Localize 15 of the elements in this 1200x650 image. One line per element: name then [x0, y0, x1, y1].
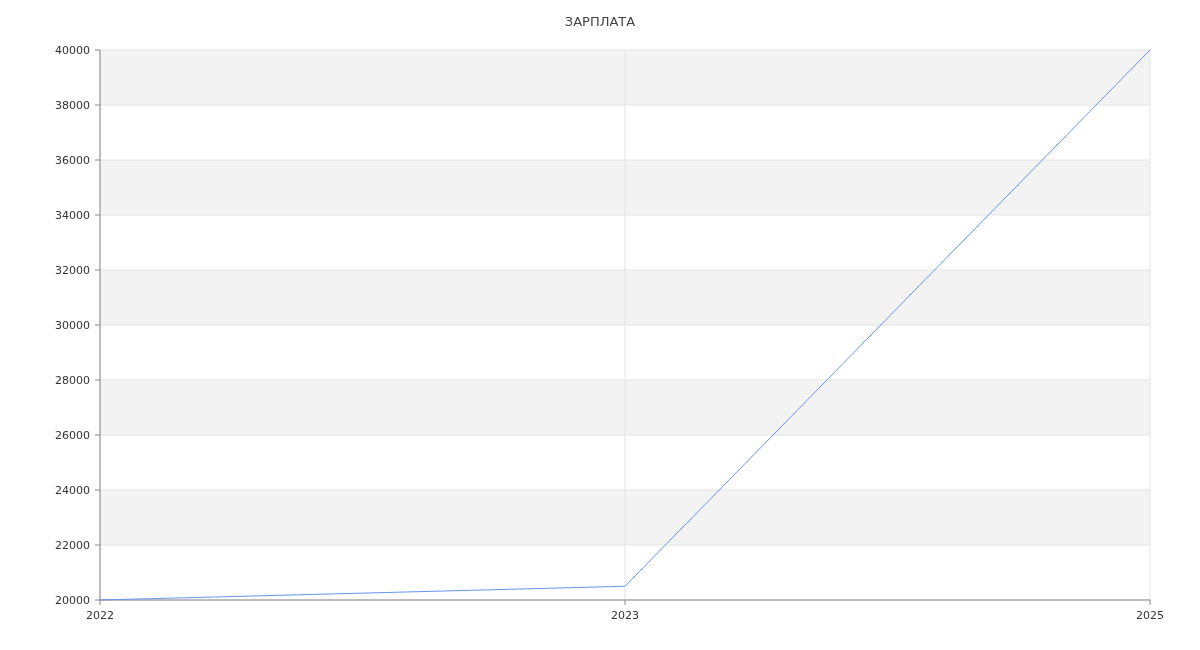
y-tick-label: 20000 [55, 593, 90, 607]
y-tick-label: 40000 [55, 43, 90, 57]
y-tick-label: 32000 [55, 263, 90, 277]
y-tick-label: 30000 [55, 318, 90, 332]
y-tick-label: 26000 [55, 428, 90, 442]
y-tick-label: 34000 [55, 208, 90, 222]
y-tick-label: 28000 [55, 373, 90, 387]
x-tick-label: 2022 [86, 609, 114, 622]
chart-title: ЗАРПЛАТА [564, 14, 636, 30]
y-tick-label: 22000 [55, 538, 90, 552]
y-tick-label: 24000 [55, 483, 90, 497]
y-tick-label: 38000 [55, 98, 90, 112]
x-tick-label: 2025 [1136, 609, 1164, 622]
y-tick-label: 36000 [55, 153, 90, 167]
x-tick-label: 2023 [611, 609, 639, 622]
